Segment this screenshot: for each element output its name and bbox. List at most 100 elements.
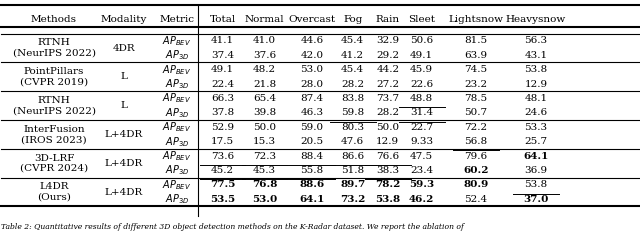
Text: RTNH
(NeurIPS 2022): RTNH (NeurIPS 2022) [13, 38, 95, 58]
Text: 59.3: 59.3 [409, 180, 434, 189]
Text: 9.33: 9.33 [410, 137, 433, 146]
Text: 31.4: 31.4 [410, 108, 433, 117]
Text: 73.2: 73.2 [340, 195, 365, 204]
Text: 37.8: 37.8 [211, 108, 234, 117]
Text: $AP_{BEV}$: $AP_{BEV}$ [162, 178, 191, 192]
Text: Heavysnow: Heavysnow [506, 15, 566, 24]
Text: Total: Total [209, 15, 236, 24]
Text: 48.1: 48.1 [524, 94, 547, 103]
Text: L: L [120, 101, 127, 110]
Text: $AP_{3D}$: $AP_{3D}$ [164, 164, 189, 177]
Text: 78.2: 78.2 [375, 180, 401, 189]
Text: 83.8: 83.8 [341, 94, 364, 103]
Text: 77.5: 77.5 [210, 180, 235, 189]
Text: 37.6: 37.6 [253, 51, 276, 60]
Text: 29.2: 29.2 [376, 51, 399, 60]
Text: 32.9: 32.9 [376, 36, 399, 45]
Text: 3D-LRF
(CVPR 2024): 3D-LRF (CVPR 2024) [20, 154, 88, 173]
Text: 44.6: 44.6 [300, 36, 323, 45]
Text: 37.0: 37.0 [524, 195, 548, 204]
Text: 25.7: 25.7 [524, 137, 547, 146]
Text: 53.8: 53.8 [524, 65, 547, 74]
Text: 65.4: 65.4 [253, 94, 276, 103]
Text: RTNH
(NeurIPS 2022): RTNH (NeurIPS 2022) [13, 96, 95, 115]
Text: $AP_{3D}$: $AP_{3D}$ [164, 192, 189, 206]
Text: 50.6: 50.6 [410, 36, 433, 45]
Text: 89.7: 89.7 [340, 180, 365, 189]
Text: 47.6: 47.6 [341, 137, 364, 146]
Text: 63.9: 63.9 [465, 51, 488, 60]
Text: $AP_{BEV}$: $AP_{BEV}$ [162, 120, 191, 134]
Text: 59.8: 59.8 [341, 108, 364, 117]
Text: 45.4: 45.4 [341, 65, 364, 74]
Text: $AP_{3D}$: $AP_{3D}$ [164, 48, 189, 62]
Text: L+4DR: L+4DR [104, 187, 143, 197]
Text: 74.5: 74.5 [465, 65, 488, 74]
Text: InterFusion
(IROS 2023): InterFusion (IROS 2023) [21, 125, 87, 144]
Text: Metric: Metric [159, 15, 194, 24]
Text: 4DR: 4DR [112, 44, 135, 53]
Text: 41.0: 41.0 [253, 36, 276, 45]
Text: 45.9: 45.9 [410, 65, 433, 74]
Text: $AP_{BEV}$: $AP_{BEV}$ [162, 91, 191, 105]
Text: 56.3: 56.3 [524, 36, 547, 45]
Text: 88.6: 88.6 [300, 180, 324, 189]
Text: 37.4: 37.4 [211, 51, 234, 60]
Text: 22.7: 22.7 [410, 123, 433, 132]
Text: 15.3: 15.3 [253, 137, 276, 146]
Text: Sleet: Sleet [408, 15, 435, 24]
Text: 88.4: 88.4 [300, 152, 323, 161]
Text: 51.8: 51.8 [341, 166, 364, 175]
Text: Fog: Fog [343, 15, 362, 24]
Text: 45.4: 45.4 [341, 36, 364, 45]
Text: 60.2: 60.2 [463, 166, 489, 175]
Text: 27.2: 27.2 [376, 80, 399, 88]
Text: Table 2: Quantitative results of different 3D object detection methods on the K-: Table 2: Quantitative results of differe… [1, 223, 464, 231]
Text: 41.2: 41.2 [341, 51, 364, 60]
Text: 50.7: 50.7 [465, 108, 488, 117]
Text: 80.3: 80.3 [341, 123, 364, 132]
Text: 48.8: 48.8 [410, 94, 433, 103]
Text: 21.8: 21.8 [253, 80, 276, 88]
Text: $AP_{BEV}$: $AP_{BEV}$ [162, 149, 191, 163]
Text: $AP_{3D}$: $AP_{3D}$ [164, 77, 189, 91]
Text: 72.2: 72.2 [465, 123, 488, 132]
Text: 17.5: 17.5 [211, 137, 234, 146]
Text: Overcast: Overcast [288, 15, 335, 24]
Text: 86.6: 86.6 [341, 152, 364, 161]
Text: 72.3: 72.3 [253, 152, 276, 161]
Text: 53.0: 53.0 [252, 195, 277, 204]
Text: 23.2: 23.2 [465, 80, 488, 88]
Text: 38.3: 38.3 [376, 166, 399, 175]
Text: L4DR
(Ours): L4DR (Ours) [37, 182, 71, 202]
Text: 80.9: 80.9 [463, 180, 488, 189]
Text: 24.6: 24.6 [524, 108, 547, 117]
Text: 87.4: 87.4 [300, 94, 323, 103]
Text: $AP_{3D}$: $AP_{3D}$ [164, 135, 189, 149]
Text: 53.8: 53.8 [524, 180, 547, 189]
Text: 53.0: 53.0 [300, 65, 323, 74]
Text: 36.9: 36.9 [524, 166, 547, 175]
Text: 46.2: 46.2 [409, 195, 435, 204]
Text: 45.3: 45.3 [253, 166, 276, 175]
Text: Lightsnow: Lightsnow [449, 15, 504, 24]
Text: 49.1: 49.1 [211, 65, 234, 74]
Text: Normal: Normal [245, 15, 284, 24]
Text: L+4DR: L+4DR [104, 159, 143, 168]
Text: 22.4: 22.4 [211, 80, 234, 88]
Text: 39.8: 39.8 [253, 108, 276, 117]
Text: 64.1: 64.1 [299, 195, 324, 204]
Text: Modality: Modality [100, 15, 147, 24]
Text: Rain: Rain [376, 15, 400, 24]
Text: 45.2: 45.2 [211, 166, 234, 175]
Text: 73.7: 73.7 [376, 94, 399, 103]
Text: 20.5: 20.5 [300, 137, 323, 146]
Text: 12.9: 12.9 [376, 137, 399, 146]
Text: Methods: Methods [31, 15, 77, 24]
Text: 28.0: 28.0 [300, 80, 323, 88]
Text: 22.6: 22.6 [410, 80, 433, 88]
Text: 23.4: 23.4 [410, 166, 433, 175]
Text: $AP_{BEV}$: $AP_{BEV}$ [162, 63, 191, 77]
Text: 56.8: 56.8 [465, 137, 488, 146]
Text: 47.5: 47.5 [410, 152, 433, 161]
